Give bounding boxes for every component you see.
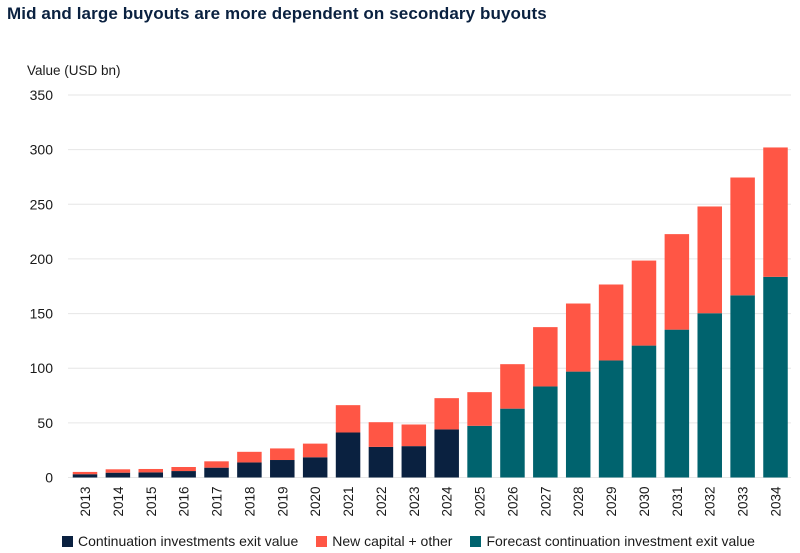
bar-segment-new_capital-2020 <box>302 443 328 458</box>
y-tick-label: 300 <box>30 142 54 158</box>
x-tick-label: 2022 <box>374 487 389 517</box>
bar-segment-new_capital-2022 <box>368 422 394 447</box>
x-tick-labels: 2013 2014 2015 2016 2017 2018 2019 2020 2021 2022… <box>78 486 784 517</box>
bar-segment-new_capital-2024 <box>434 398 459 430</box>
bar-segment-forecast-2030 <box>631 345 657 478</box>
bars <box>72 147 788 478</box>
bar-segment-forecast-2026 <box>500 408 525 478</box>
legend-item-forecast: Forecast continuation investment exit va… <box>470 533 755 549</box>
bar-segment-new_capital-2013 <box>72 471 98 475</box>
bar-segment-continuation-2014 <box>105 472 131 478</box>
chart-title: Mid and large buyouts are more dependent… <box>7 4 547 23</box>
y-tick-label: 250 <box>30 196 54 212</box>
bar-segment-new_capital-2027 <box>533 327 558 387</box>
bar-segment-continuation-2013 <box>72 474 98 478</box>
bar-segment-new_capital-2019 <box>270 448 295 461</box>
x-tick-label: 2033 <box>736 487 751 517</box>
y-tick-labels: 0 50 100 150 200 250 300 350 <box>30 87 54 486</box>
bar-segment-new_capital-2028 <box>565 303 591 372</box>
x-tick-label: 2034 <box>769 486 784 517</box>
x-tick-label: 2017 <box>210 487 225 517</box>
legend-item-new-capital: New capital + other <box>316 533 452 549</box>
bar-segment-new_capital-2034 <box>763 147 788 277</box>
bar-segment-new_capital-2032 <box>697 206 722 314</box>
x-tick-label: 2029 <box>604 487 619 517</box>
bar-segment-new_capital-2021 <box>335 405 361 433</box>
y-tick-label: 150 <box>30 306 54 322</box>
x-tick-label: 2023 <box>407 487 422 517</box>
bar-segment-new_capital-2026 <box>500 364 525 409</box>
x-tick-label: 2026 <box>505 487 520 517</box>
bar-segment-continuation-2021 <box>335 432 361 478</box>
bar-segment-new_capital-2023 <box>401 424 427 447</box>
legend-label-forecast: Forecast continuation investment exit va… <box>486 533 755 549</box>
x-tick-label: 2019 <box>275 487 290 517</box>
x-tick-label: 2018 <box>242 487 257 517</box>
y-tick-label: 0 <box>45 470 53 486</box>
bar-segment-new_capital-2018 <box>237 451 262 463</box>
x-tick-label: 2027 <box>538 487 553 517</box>
bar-segment-new_capital-2017 <box>204 461 229 468</box>
bar-segment-continuation-2024 <box>434 429 459 478</box>
bar-segment-forecast-2029 <box>598 360 624 478</box>
bar-segment-new_capital-2025 <box>467 392 492 426</box>
y-tick-label: 200 <box>30 251 54 267</box>
x-tick-label: 2020 <box>308 487 323 517</box>
bar-segment-forecast-2025 <box>467 425 492 478</box>
x-tick-label: 2028 <box>571 487 586 517</box>
bar-segment-continuation-2018 <box>237 462 262 478</box>
legend-swatch-continuation <box>62 535 73 547</box>
bar-segment-new_capital-2029 <box>598 284 624 361</box>
bar-segment-new_capital-2033 <box>730 177 755 296</box>
bar-segment-continuation-2022 <box>368 446 394 478</box>
bar-segment-new_capital-2014 <box>105 469 131 473</box>
y-tick-label: 350 <box>30 87 54 103</box>
x-tick-label: 2030 <box>637 487 652 517</box>
bar-segment-forecast-2028 <box>565 371 591 478</box>
x-tick-label: 2025 <box>473 487 488 517</box>
y-tick-label: 50 <box>37 415 53 431</box>
bar-segment-continuation-2017 <box>204 467 229 478</box>
legend-item-continuation: Continuation investments exit value <box>62 533 298 549</box>
bar-segment-forecast-2033 <box>730 295 755 478</box>
x-tick-label: 2016 <box>177 487 192 517</box>
legend-swatch-new-capital <box>316 535 328 547</box>
y-tick-label: 100 <box>30 360 54 376</box>
x-tick-label: 2014 <box>111 486 126 517</box>
x-tick-label: 2013 <box>78 487 93 517</box>
bar-segment-continuation-2023 <box>401 446 427 478</box>
x-tick-label: 2024 <box>440 486 455 517</box>
bar-segment-forecast-2031 <box>664 329 690 478</box>
legend-label-new-capital: New capital + other <box>332 533 453 549</box>
y-axis-label: Value (USD bn) <box>27 63 121 78</box>
bar-segment-continuation-2020 <box>302 457 328 478</box>
bar-segment-new_capital-2016 <box>171 467 196 472</box>
legend-label-continuation: Continuation investments exit value <box>78 533 299 549</box>
bar-segment-continuation-2015 <box>138 472 164 478</box>
bar-segment-continuation-2016 <box>171 471 196 478</box>
bar-segment-new_capital-2030 <box>631 260 657 346</box>
bar-segment-forecast-2032 <box>697 313 722 478</box>
x-tick-label: 2032 <box>703 487 718 517</box>
x-tick-label: 2031 <box>670 487 685 517</box>
x-tick-label: 2021 <box>341 487 356 517</box>
bar-segment-continuation-2019 <box>270 460 295 478</box>
x-tick-label: 2015 <box>144 487 159 517</box>
bar-segment-forecast-2034 <box>763 276 788 478</box>
legend-swatch-forecast <box>470 535 482 547</box>
bar-segment-new_capital-2015 <box>138 468 164 473</box>
bar-segment-forecast-2027 <box>533 386 558 478</box>
bar-segment-new_capital-2031 <box>664 234 690 330</box>
legend: Continuation investments exit value New … <box>62 533 773 549</box>
